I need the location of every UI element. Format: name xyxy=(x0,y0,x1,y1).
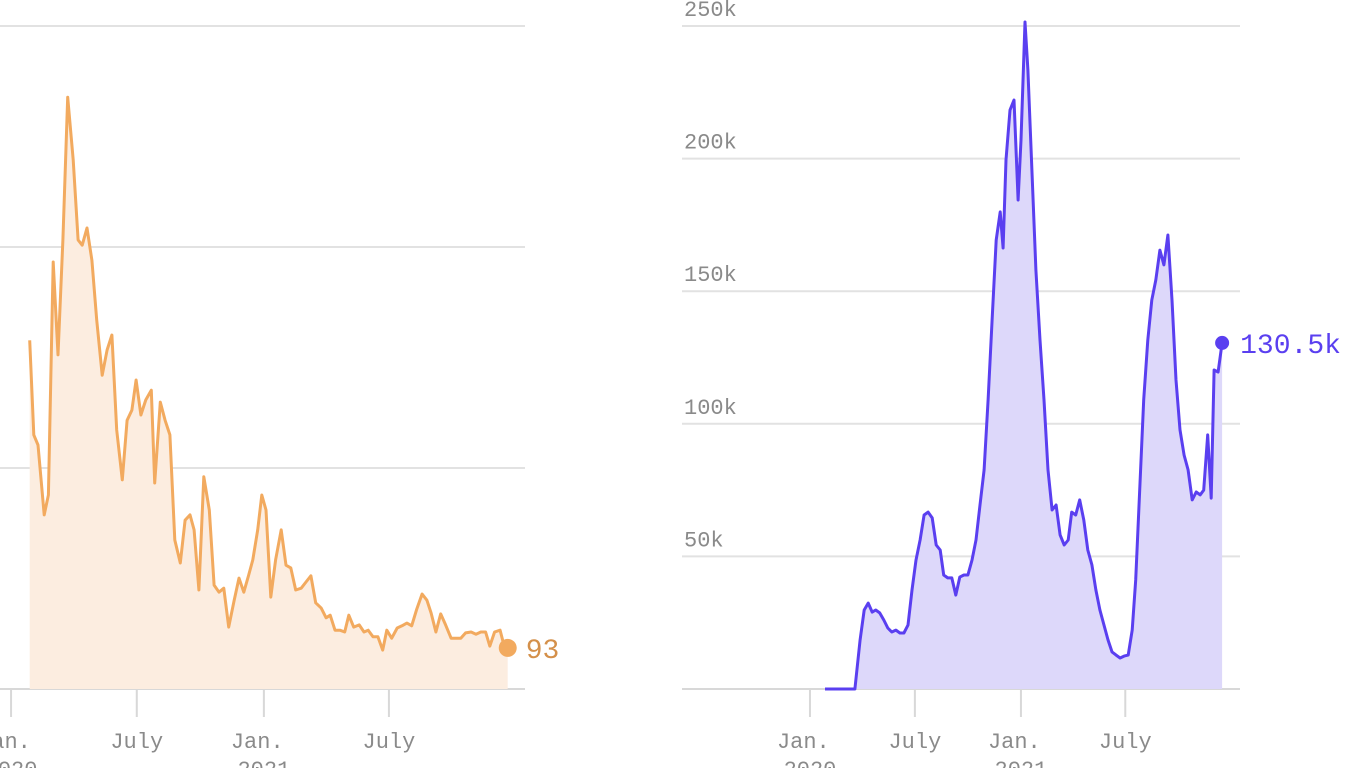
x-tick-label: Jan. 2021 xyxy=(988,730,1054,768)
line xyxy=(825,20,1224,691)
y-tick-label: 100k xyxy=(684,396,737,421)
x-tick-label: Jan. 2021 xyxy=(231,730,297,768)
y-tick-label: 50k xyxy=(684,528,724,553)
y-tick-label: 150k xyxy=(684,263,737,288)
x-tick-label: July xyxy=(1099,730,1152,755)
end-dot xyxy=(1215,335,1230,350)
end-label: 130.5k xyxy=(1240,331,1341,362)
y-tick-label: 200k xyxy=(684,131,737,156)
x-tick-label: July xyxy=(110,730,163,755)
y-tick-label: 250k xyxy=(684,0,737,23)
line xyxy=(28,95,509,652)
x-tick-label: July xyxy=(888,730,941,755)
end-label: 93 xyxy=(526,636,560,667)
x-tick-label: Jan. 2020 xyxy=(0,730,44,768)
x-tick-label: Jan. 2020 xyxy=(777,730,843,768)
area xyxy=(825,22,1223,689)
area xyxy=(29,97,508,689)
x-tick-label: July xyxy=(363,730,416,755)
end-dot xyxy=(498,638,517,657)
